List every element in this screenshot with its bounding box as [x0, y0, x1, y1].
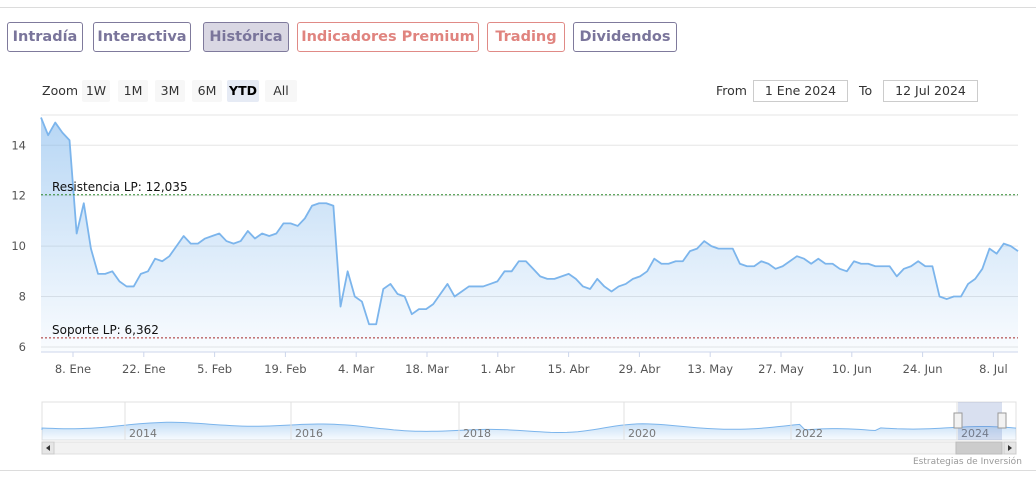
range-from-label: From	[716, 83, 747, 98]
tab-interactiva[interactable]: Interactiva	[93, 22, 191, 52]
zoom-1w-button[interactable]: 1W	[82, 80, 110, 102]
resistance-label: Resistencia LP: 12,035	[52, 180, 188, 194]
top-divider	[0, 0, 1036, 8]
navigator-left-handle[interactable]	[953, 412, 963, 429]
x-tick-label: 29. Abr	[618, 362, 660, 376]
navigator-year-label: 2014	[129, 427, 157, 440]
x-tick-label: 15. Abr	[548, 362, 590, 376]
navigator-year-label: 2024	[961, 427, 989, 440]
zoom-ytd-button[interactable]: YTD	[227, 80, 259, 102]
navigator-year-label: 2022	[795, 427, 823, 440]
credits-text: Estrategias de Inversión	[913, 457, 1022, 467]
navigator-selection[interactable]	[958, 402, 1002, 440]
x-tick-label: 4. Mar	[338, 362, 375, 376]
navigator-right-handle[interactable]	[997, 412, 1007, 429]
y-tick-label: 8	[19, 290, 26, 304]
tab-dividendos[interactable]: Dividendos	[573, 22, 677, 52]
zoom-6m-button[interactable]: 6M	[192, 80, 222, 102]
navigator[interactable]: 2014 2016 2018 2020 2022 2024	[41, 401, 1017, 455]
scrollbar-track[interactable]	[41, 441, 1017, 455]
x-tick-label: 5. Feb	[197, 362, 232, 376]
plot-area[interactable]	[40, 117, 1019, 353]
y-tick-label: 12	[11, 189, 26, 203]
scroll-right-arrow-icon	[1008, 445, 1012, 451]
x-tick-label: 1. Abr	[481, 362, 516, 376]
annotation-lines: Resistencia LP: 12,035 Soporte LP: 6,362	[41, 180, 1018, 339]
range-to-label: To	[859, 83, 873, 98]
tab-intradia[interactable]: Intradía	[7, 22, 83, 52]
range-from-input[interactable]: 1 Ene 2024	[753, 80, 848, 102]
y-tick-label: 10	[11, 239, 26, 253]
x-tick-label: 19. Feb	[264, 362, 306, 376]
tab-historica[interactable]: Histórica	[203, 22, 289, 52]
zoom-label: Zoom	[42, 83, 79, 98]
zoom-3m-button[interactable]: 3M	[155, 80, 185, 102]
x-tick-label: 13. May	[687, 362, 733, 376]
navigator-year-label: 2020	[628, 427, 656, 440]
bottom-divider	[0, 470, 1036, 471]
y-tick-label: 14	[11, 138, 26, 152]
x-tick-label: 8. Ene	[55, 362, 91, 376]
x-axis: 8. Ene 22. Ene 5. Feb 19. Feb 4. Mar 18. Mar 1…	[41, 351, 1018, 376]
support-label: Soporte LP: 6,362	[52, 323, 159, 337]
navigator-year-label: 2018	[463, 427, 491, 440]
y-tick-label: 6	[19, 340, 26, 354]
scroll-left-arrow-icon	[46, 445, 50, 451]
x-tick-label: 24. Jun	[903, 362, 943, 376]
x-tick-label: 27. May	[758, 362, 804, 376]
zoom-all-button[interactable]: All	[265, 80, 297, 102]
x-tick-label: 22. Ene	[122, 362, 166, 376]
price-line[interactable]	[40, 117, 1019, 326]
price-area	[41, 117, 1018, 353]
y-axis: 6 8 10 12 14	[11, 138, 26, 354]
x-tick-label: 10. Jun	[832, 362, 872, 376]
navigator-year-label: 2016	[295, 427, 323, 440]
range-to-input[interactable]: 12 Jul 2024	[883, 80, 978, 102]
tab-trading[interactable]: Trading	[487, 22, 565, 52]
x-tick-label: 18. Mar	[405, 362, 449, 376]
x-tick-label: 8. Jul	[979, 362, 1008, 376]
tab-indicadores-premium[interactable]: Indicadores Premium	[297, 22, 479, 52]
scrollbar-thumb[interactable]	[955, 441, 1003, 455]
navigator-line	[41, 421, 1017, 433]
zoom-1m-button[interactable]: 1M	[118, 80, 148, 102]
